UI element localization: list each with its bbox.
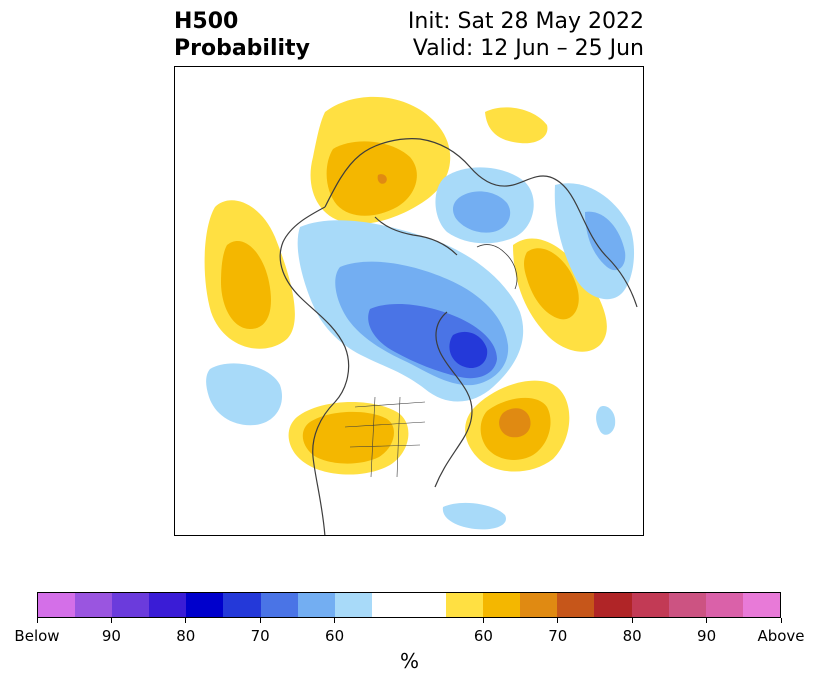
coastlines: [279, 138, 638, 535]
colorbar-tick-label: 90: [101, 627, 121, 645]
colorbar-tick-mark: [780, 618, 782, 623]
colorbar-bin: [260, 593, 298, 617]
map-panel: [174, 66, 644, 536]
colorbar-bin: [520, 593, 558, 617]
colorbar-bin: [149, 593, 187, 617]
colorbar-tick-mark: [557, 618, 559, 623]
colorbar-bin: [297, 593, 335, 617]
colorbar-bin: [483, 593, 521, 617]
above-normal-regions: [204, 96, 607, 475]
colorbar-tick-label: 80: [176, 627, 196, 645]
colorbar-bin: [594, 593, 632, 617]
colorbar-bin: [631, 593, 669, 617]
colorbar-bin: [408, 593, 447, 617]
init-date: Init: Sat 28 May 2022: [407, 9, 644, 34]
colorbar-bin: [668, 593, 706, 617]
colorbar-ticks: Below 90 80 70 60 60 70 80 90 Above: [0, 618, 819, 658]
colorbar-tick-label: 70: [548, 627, 568, 645]
colorbar-tick-label: 60: [325, 627, 345, 645]
map-subtitle: Init: Sat 28 May 2022 Valid: 12 Jun – 25…: [408, 8, 644, 62]
colorbar-tick-mark: [185, 618, 187, 623]
colorbar-tick-mark: [334, 618, 336, 623]
colorbar-bin: [38, 593, 76, 617]
colorbar-bin: [334, 593, 372, 617]
colorbar-bin: [557, 593, 595, 617]
colorbar-tick-label: Below: [14, 627, 60, 645]
colorbar-tick-label: Above: [757, 627, 805, 645]
colorbar-tick-label: 80: [622, 627, 642, 645]
colorbar-tick-label: 60: [473, 627, 493, 645]
colorbar-bin: [705, 593, 743, 617]
colorbar-tick-mark: [110, 618, 112, 623]
probability-map: [204, 96, 638, 535]
colorbar-tick-label: 90: [697, 627, 717, 645]
valid-range: Valid: 12 Jun – 25 Jun: [412, 36, 644, 61]
colorbar-bin: [75, 593, 113, 617]
map-title: H500 Probability: [174, 8, 310, 62]
colorbar: [37, 592, 781, 618]
colorbar-tick-label: 70: [250, 627, 270, 645]
colorbar-unit-label: %: [399, 649, 419, 673]
colorbar-tick-mark: [36, 618, 38, 623]
colorbar-bin: [223, 593, 261, 617]
colorbar-bin: [186, 593, 224, 617]
title-line-2: Probability: [174, 36, 310, 61]
colorbar-bin: [371, 593, 409, 617]
colorbar-tick-mark: [631, 618, 633, 623]
colorbar-tick-mark: [259, 618, 261, 623]
colorbar-bin: [742, 593, 780, 617]
colorbar-tick-mark: [482, 618, 484, 623]
title-line-1: H500: [174, 9, 239, 34]
colorbar-bin: [446, 593, 484, 617]
colorbar-tick-mark: [706, 618, 708, 623]
colorbar-bin: [112, 593, 150, 617]
